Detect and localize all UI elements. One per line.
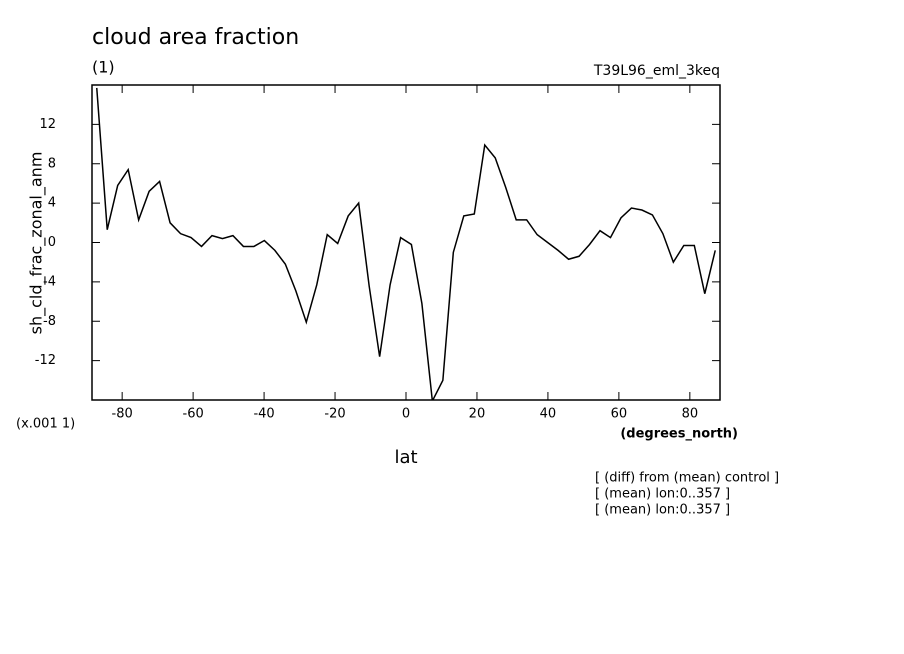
y-units: (x.001 1) [16,417,75,432]
x-tick-label: -40 [253,407,274,422]
y-tick-label: -8 [43,314,56,329]
dataset-label: T39L96_eml_3keq [593,63,720,79]
y-tick-label: 12 [39,117,56,132]
x-tick-label: 60 [611,407,628,422]
note: [ (mean) lon:0..357 ] [595,487,730,502]
y-axis-label: sh_cld_frac_zonal_anm [27,152,47,335]
y-tick-label: 8 [48,156,56,171]
x-units: (degrees_north) [620,427,738,442]
x-tick-label: -80 [112,407,133,422]
chart-title: cloud area fraction [92,25,299,50]
plot-frame [91,84,721,401]
x-tick-label: -60 [183,407,204,422]
x-tick-label: 20 [469,407,486,422]
y-tick-label: -4 [43,274,56,289]
subtitle: (1) [92,58,115,77]
data-line [96,87,716,400]
y-tick-label: -12 [35,353,56,368]
x-tick-label: 80 [682,407,699,422]
note: [ (diff) from (mean) control ] [595,471,779,486]
note: [ (mean) lon:0..357 ] [595,503,730,518]
x-tick-label: 40 [540,407,557,422]
x-axis-label: lat [394,447,417,468]
x-tick-label: -20 [324,407,345,422]
y-tick-label: 0 [48,235,56,250]
x-tick-label: 0 [402,407,410,422]
y-tick-label: 4 [48,196,56,211]
